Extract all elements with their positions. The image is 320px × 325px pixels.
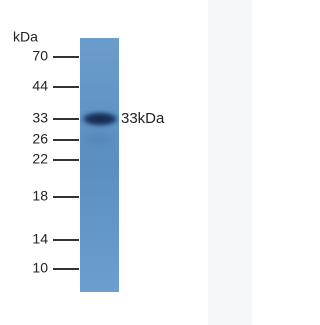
- marker-label: 10: [32, 260, 48, 276]
- marker-label: 18: [32, 188, 48, 204]
- lane: [80, 38, 119, 292]
- marker-label: 33: [32, 110, 48, 126]
- unit-label: kDa: [13, 29, 38, 45]
- marker-label: 22: [32, 151, 48, 167]
- faint-band: [83, 134, 115, 146]
- band-core: [88, 116, 112, 123]
- band-label: 33kDa: [121, 110, 165, 127]
- side-panel: [208, 0, 252, 325]
- marker-label: 44: [32, 78, 48, 94]
- marker-label: 26: [32, 131, 48, 147]
- marker-label: 70: [32, 48, 48, 64]
- marker-label: 14: [32, 231, 48, 247]
- blot-image: kDa 33kDa 70 44 33 26 22 18 14 10: [0, 0, 252, 325]
